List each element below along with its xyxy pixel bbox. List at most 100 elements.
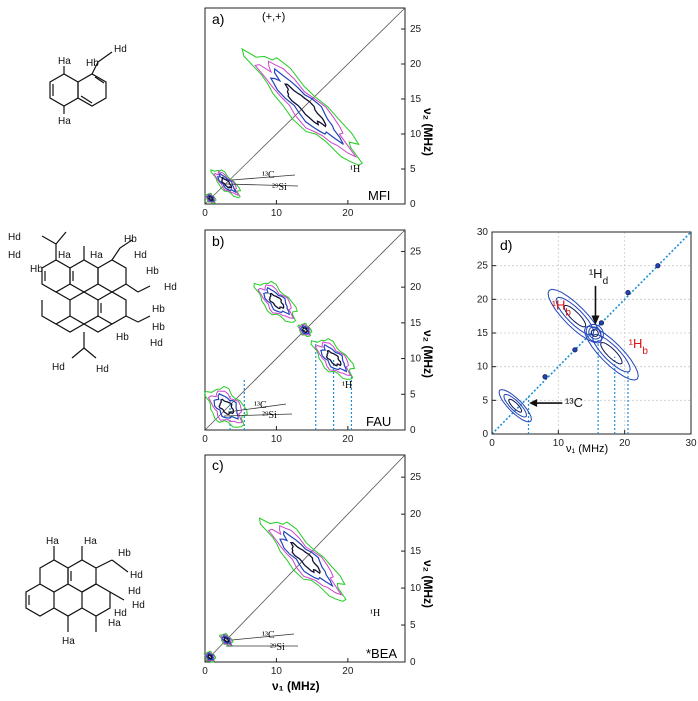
mol3-label: Hd bbox=[114, 608, 127, 619]
mol3-label: Hd bbox=[132, 600, 145, 611]
contour-c13 bbox=[203, 385, 248, 428]
contour-h1b bbox=[592, 333, 631, 373]
contour-c13 bbox=[503, 393, 528, 418]
diagonal-line bbox=[204, 229, 406, 431]
mol3-label: Ha bbox=[62, 636, 75, 647]
molecule-2 bbox=[41, 231, 151, 359]
x-tick-label: 0 bbox=[202, 434, 208, 445]
panel-b-ylabel: ν₂ (MHz) bbox=[421, 330, 435, 378]
mol3-label: Hb bbox=[118, 548, 131, 559]
y-tick-label: 25 bbox=[410, 246, 422, 257]
x-tick-label: 10 bbox=[553, 438, 565, 449]
mol2-label: Hb bbox=[152, 304, 165, 315]
contour-c13 bbox=[210, 169, 242, 199]
contour-h1d bbox=[585, 323, 604, 343]
peak-dot bbox=[625, 289, 631, 296]
contour-c13 bbox=[213, 393, 239, 420]
mol1-label: Ha bbox=[58, 116, 71, 127]
panel-d-label: d) bbox=[500, 237, 512, 253]
contour-h1 bbox=[267, 524, 343, 596]
annotation-leader bbox=[227, 403, 287, 413]
contour-h1b bbox=[600, 341, 623, 365]
mol2-label: Ha bbox=[58, 250, 71, 261]
contour-h1 bbox=[269, 67, 344, 145]
contour-c13 bbox=[221, 634, 231, 645]
x-tick-label: 20 bbox=[619, 438, 631, 449]
y-tick-label: 0 bbox=[482, 429, 488, 440]
arrow-head bbox=[591, 315, 600, 325]
mol1-ring-right bbox=[77, 73, 107, 107]
y-tick-label: 10 bbox=[477, 362, 489, 373]
annotation-leader bbox=[225, 183, 299, 187]
y-tick-label: 20 bbox=[477, 294, 489, 305]
panels: 0 10 20 0 5 10 15 20 25 0 10 20 0 5 10 15 20 25 0 10 20 0 5 10 1… bbox=[202, 7, 697, 677]
y-tick-label: 25 bbox=[477, 261, 489, 272]
contour-h1 bbox=[241, 47, 364, 166]
mol3-label: Ha bbox=[46, 536, 59, 547]
y-tick-label: 15 bbox=[410, 318, 422, 329]
contour-h1 bbox=[289, 542, 321, 575]
panel-b-annot-si29: ²⁹Si bbox=[262, 410, 277, 421]
mol1-bond-hd bbox=[97, 51, 113, 63]
mol2-label: Ha bbox=[90, 250, 103, 261]
mol3-label: Hd bbox=[130, 570, 143, 581]
x-tick-label: 0 bbox=[202, 666, 208, 677]
x-tick-label: 10 bbox=[271, 434, 283, 445]
mol1-bond-hb bbox=[91, 61, 99, 75]
panel-d-labels: d) ν₁ (MHz) bbox=[500, 237, 608, 455]
contour-h1-center bbox=[301, 326, 308, 333]
contour-c13 bbox=[223, 636, 230, 643]
mol2-label: Hb bbox=[152, 322, 165, 333]
contour-c13 bbox=[213, 170, 240, 196]
y-tick-label: 5 bbox=[482, 395, 488, 406]
contour-si29 bbox=[207, 654, 213, 660]
contour-h1 bbox=[254, 60, 358, 159]
y-tick-label: 10 bbox=[410, 129, 422, 140]
y-tick-label: 15 bbox=[477, 328, 489, 339]
label-h1b: ¹Hb bbox=[629, 336, 649, 357]
mol2-label: Hd bbox=[150, 338, 163, 349]
plot-frame bbox=[204, 229, 406, 431]
annotation-leader bbox=[223, 413, 293, 417]
y-tick-label: 25 bbox=[410, 472, 422, 483]
mol1-label: Hb bbox=[86, 58, 99, 69]
mol2-label: Hb bbox=[146, 266, 159, 277]
y-tick-label: 0 bbox=[410, 199, 416, 210]
y-tick-label: 15 bbox=[410, 546, 422, 557]
molecule-3 bbox=[25, 546, 129, 632]
diagonal-line bbox=[204, 7, 406, 205]
panel-a-sign: (+,+) bbox=[262, 11, 285, 23]
y-tick-label: 30 bbox=[477, 227, 489, 238]
contour-h1 bbox=[258, 517, 347, 602]
contour-h1 bbox=[263, 286, 290, 316]
y-tick-label: 20 bbox=[410, 59, 422, 70]
molecule-1 bbox=[49, 51, 113, 114]
contour-h1b bbox=[547, 288, 603, 344]
x-tick-label: 20 bbox=[342, 666, 354, 677]
panel-b-framework: FAU bbox=[366, 414, 391, 429]
label-h1b: ¹Hb bbox=[552, 297, 572, 318]
panel-a: 0 10 20 0 5 10 15 20 25 bbox=[202, 7, 422, 219]
mol2-label: Hb bbox=[124, 234, 137, 245]
x-tick-label: 0 bbox=[202, 208, 208, 219]
mol2-label: Hd bbox=[52, 362, 65, 373]
label-c13: ¹³C bbox=[565, 395, 583, 410]
peak-dot bbox=[542, 374, 548, 380]
panel-b-annot-h1: ¹H bbox=[342, 380, 352, 391]
contour-h1d bbox=[588, 326, 602, 340]
panel-b-label: b) bbox=[212, 233, 224, 249]
panel-a-ylabel: ν₂ (MHz) bbox=[421, 108, 435, 156]
diagonal-line bbox=[204, 454, 406, 663]
mol3-label: Ha bbox=[84, 536, 97, 547]
panel-a-annot-c13: ¹³C bbox=[262, 170, 275, 181]
x-tick-label: 20 bbox=[342, 434, 354, 445]
y-tick-label: 25 bbox=[410, 24, 422, 35]
panel-a-annot-si29: ²⁹Si bbox=[272, 182, 287, 193]
panel-a-annot-h1: ¹H bbox=[350, 164, 360, 175]
contour-h1 bbox=[320, 344, 348, 373]
contour-c13 bbox=[498, 389, 532, 423]
panel-c-annot-si29: ²⁹Si bbox=[270, 642, 285, 653]
plot-frame bbox=[204, 7, 406, 205]
y-tick-label: 15 bbox=[410, 94, 422, 105]
